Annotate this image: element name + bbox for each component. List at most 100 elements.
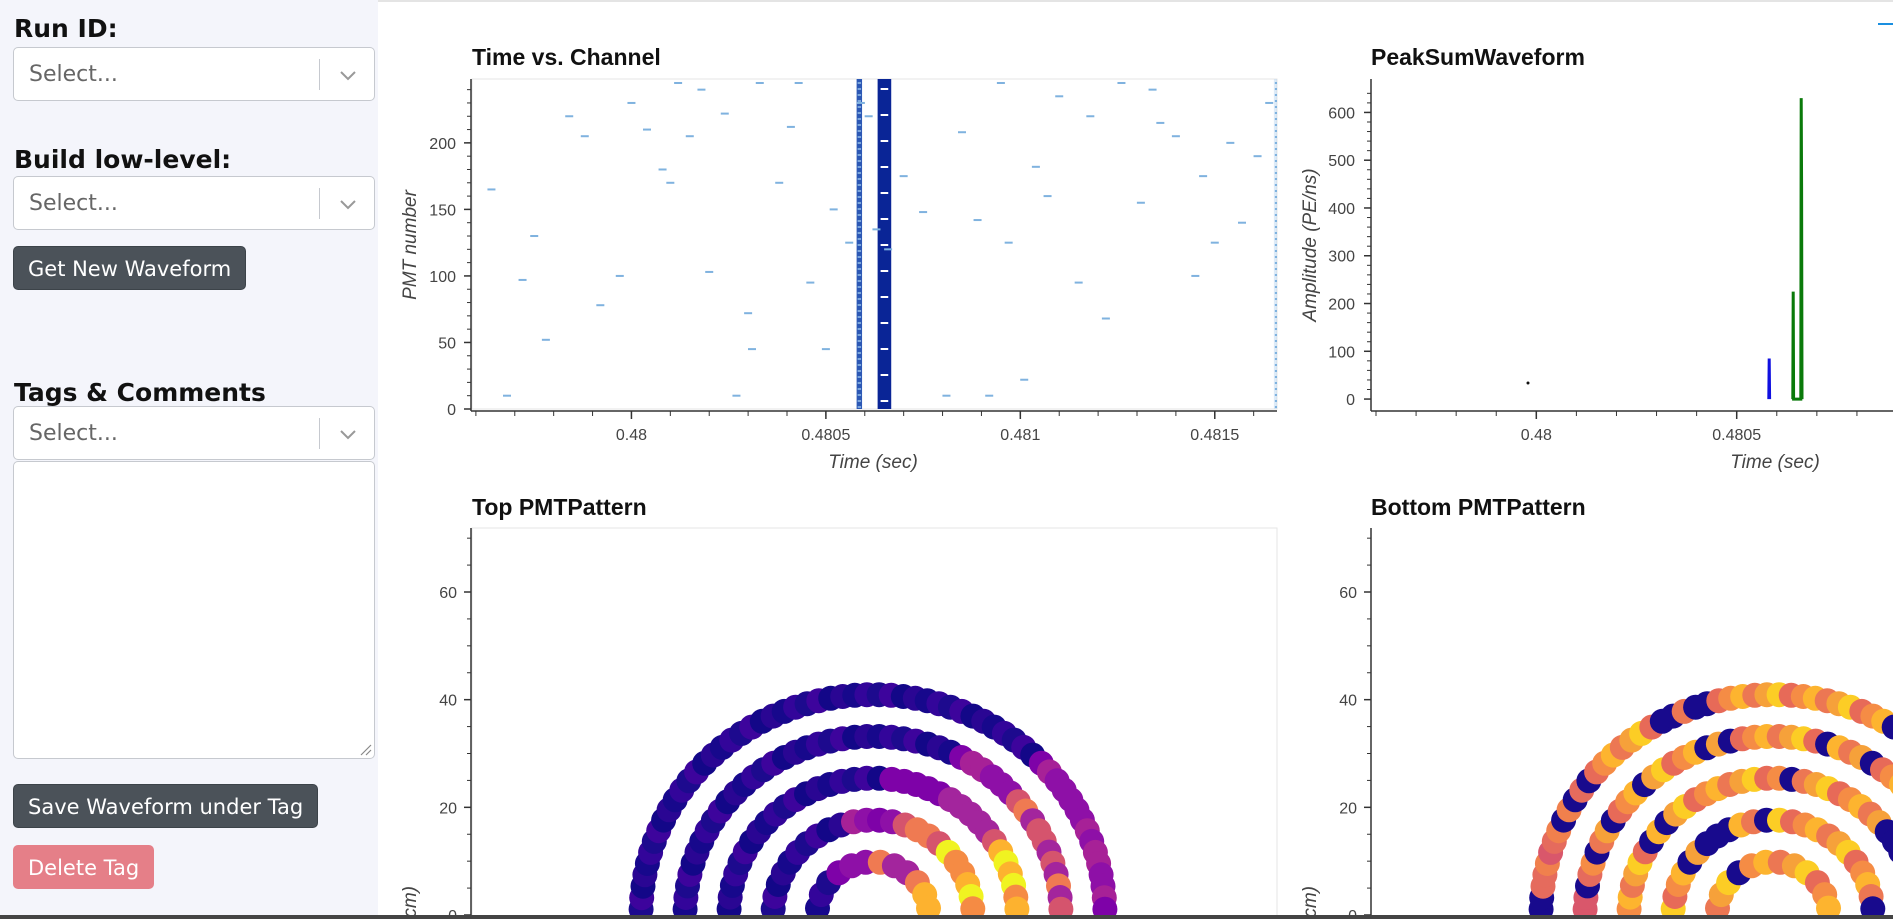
time-channel-band-stripe bbox=[1274, 394, 1277, 396]
chevron-down-icon[interactable] bbox=[338, 65, 358, 85]
time-channel-band-stripe bbox=[857, 310, 862, 312]
build-low-level-select[interactable]: Select... bbox=[13, 176, 375, 230]
pmt-dot bbox=[1694, 781, 1719, 807]
time-channel-band-stripe bbox=[857, 328, 862, 330]
time-channel-band-stripe bbox=[1274, 220, 1277, 222]
get-new-waveform-button[interactable]: Get New Waveform bbox=[13, 246, 247, 290]
time-channel-band-stripe bbox=[857, 142, 862, 144]
time-channel-title: Time vs. Channel bbox=[472, 44, 661, 70]
pmt-dot bbox=[842, 682, 868, 708]
pmt-dot bbox=[1742, 682, 1768, 708]
pmt-dot bbox=[1580, 850, 1606, 876]
pmt-dot bbox=[727, 850, 753, 876]
pmt-dot bbox=[634, 851, 660, 876]
time-channel-band-stripe bbox=[857, 292, 862, 294]
time-channel-band-stripe bbox=[857, 184, 862, 186]
time-channel-band-stripe bbox=[857, 202, 862, 204]
pmt-dot bbox=[1036, 839, 1062, 865]
pmt-dot bbox=[1815, 776, 1841, 802]
pmt-dot bbox=[1705, 731, 1731, 757]
time-channel-point bbox=[732, 394, 741, 397]
pmt-dot bbox=[785, 839, 811, 865]
y-tick-label: 60 bbox=[1339, 585, 1357, 602]
time-channel-band-stripe bbox=[1274, 238, 1277, 240]
pmt-dot bbox=[808, 882, 834, 908]
pmt-dot bbox=[974, 819, 1000, 845]
pmt-dot bbox=[754, 810, 780, 836]
pmt-dot bbox=[912, 882, 938, 908]
time-channel-band-stripe bbox=[1274, 244, 1277, 246]
pmt-dot bbox=[1001, 727, 1027, 753]
time-channel-point bbox=[786, 125, 795, 128]
pmt-dot bbox=[854, 724, 880, 749]
pmt-dot bbox=[1708, 882, 1734, 908]
pmt-dot bbox=[1857, 801, 1883, 827]
run-id-select[interactable]: Select... bbox=[13, 47, 375, 101]
pmt-dot bbox=[916, 823, 942, 849]
pmt-dot bbox=[816, 817, 842, 843]
chevron-down-icon[interactable] bbox=[338, 194, 358, 214]
time-channel-point bbox=[674, 81, 683, 84]
time-channel-point bbox=[806, 281, 815, 284]
pmt-dot bbox=[1627, 850, 1653, 876]
pmt-dot bbox=[723, 861, 749, 887]
run-id-label: Run ID: bbox=[14, 14, 118, 43]
delete-tag-button[interactable]: Delete Tag bbox=[13, 845, 155, 889]
pmt-dot bbox=[1694, 831, 1720, 857]
time-channel-band-stripe bbox=[1274, 382, 1277, 384]
pmt-dot bbox=[959, 750, 985, 776]
pmt-dot bbox=[841, 766, 867, 792]
pmt-dot bbox=[794, 831, 820, 857]
pmt-dot bbox=[1026, 818, 1052, 844]
pmt-dot bbox=[949, 745, 975, 770]
resize-grip-icon[interactable] bbox=[358, 742, 372, 756]
pmt-dot bbox=[1609, 734, 1635, 760]
time-channel-band-gap bbox=[880, 374, 889, 376]
pmt-dot bbox=[1671, 698, 1697, 724]
build-low-level-label: Build low-level: bbox=[14, 145, 232, 174]
time-channel-band-stripe bbox=[1274, 100, 1277, 102]
pmt-dot bbox=[1706, 688, 1732, 714]
tags-select[interactable]: Select... bbox=[13, 406, 375, 460]
pmt-dot bbox=[719, 872, 745, 898]
x-tick-label: 0.4805 bbox=[1712, 427, 1761, 444]
pmt-dot bbox=[662, 787, 688, 813]
pmt-dot bbox=[935, 839, 961, 865]
time-channel-point bbox=[666, 181, 675, 184]
time-channel-band-stripe bbox=[1274, 286, 1277, 288]
pmt-dot bbox=[957, 801, 983, 827]
pmt-dot bbox=[1584, 759, 1610, 785]
peaksum-dot bbox=[1526, 381, 1530, 385]
time-channel-point bbox=[829, 208, 838, 211]
time-channel-point bbox=[518, 278, 527, 281]
time-channel-band-stripe bbox=[1274, 166, 1277, 168]
pmt-dot bbox=[782, 739, 808, 765]
pmt-dot bbox=[1043, 861, 1069, 887]
time-channel-band bbox=[1273, 79, 1277, 409]
time-channel-point bbox=[1226, 141, 1235, 144]
time-channel-frame bbox=[471, 78, 1278, 410]
pmt-dot bbox=[841, 809, 866, 835]
pmt-dot bbox=[1766, 682, 1792, 708]
comment-textarea[interactable] bbox=[13, 461, 375, 759]
save-waveform-button[interactable]: Save Waveform under Tag bbox=[13, 784, 319, 828]
time-channel-band-stripe bbox=[1274, 94, 1277, 96]
time-channel-point bbox=[565, 115, 574, 118]
time-channel-point bbox=[487, 188, 496, 191]
time-channel-point bbox=[615, 274, 624, 277]
pmt-dot bbox=[1546, 818, 1572, 844]
time-channel-band-stripe bbox=[1274, 298, 1277, 300]
time-channel-band-stripe bbox=[1274, 178, 1277, 180]
chevron-down-icon[interactable] bbox=[338, 424, 358, 444]
pmt-dot bbox=[700, 742, 726, 768]
time-channel-point bbox=[596, 304, 605, 307]
pmt-dot bbox=[971, 708, 997, 734]
time-channel-band-stripe bbox=[857, 208, 862, 210]
pmt-dot bbox=[1778, 682, 1804, 708]
y-tick-label: 50 bbox=[438, 335, 456, 352]
pmt-dot bbox=[739, 829, 765, 854]
time-channel-point bbox=[530, 235, 539, 238]
time-channel-band-stripe bbox=[857, 226, 862, 228]
pmt-dot bbox=[960, 703, 986, 729]
bottom-pattern-title: Bottom PMTPattern bbox=[1371, 494, 1586, 520]
